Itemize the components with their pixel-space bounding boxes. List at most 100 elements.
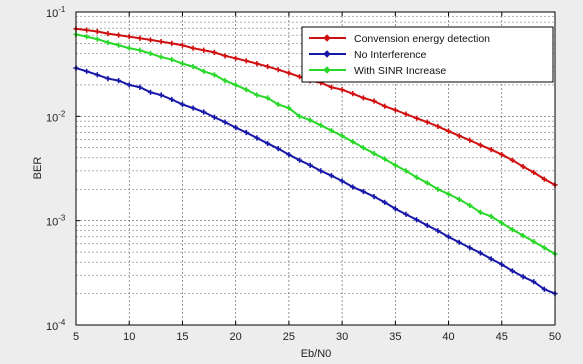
data-point [84, 68, 90, 74]
data-point [169, 40, 175, 47]
x-tick-label: 10 [123, 331, 135, 343]
data-point [243, 87, 249, 93]
data-point [424, 119, 430, 125]
data-point [115, 42, 122, 48]
x-tick-labels: 5 10 15 20 25 30 35 40 45 50 [73, 12, 561, 343]
x-tick-label: 20 [230, 331, 242, 343]
series-layer [73, 26, 558, 297]
data-point [265, 95, 271, 101]
data-point [424, 180, 430, 186]
data-point [254, 135, 260, 141]
data-point [211, 49, 217, 55]
data-point [509, 157, 516, 163]
data-point [488, 256, 494, 262]
data-point [477, 142, 484, 148]
data-point [307, 162, 313, 168]
y-tick-label: 10-2 [46, 109, 66, 124]
data-point [105, 75, 111, 82]
data-point [541, 286, 547, 292]
data-point [445, 128, 452, 134]
data-point [84, 27, 90, 33]
data-point [371, 150, 377, 157]
data-point [350, 91, 356, 97]
data-point [286, 151, 292, 158]
data-point [275, 146, 281, 152]
data-point [467, 137, 473, 143]
data-point [328, 84, 335, 90]
data-point [520, 232, 526, 239]
data-point [520, 274, 526, 280]
data-point [147, 50, 154, 57]
legend: Convension energy detection No Interferen… [301, 26, 554, 83]
data-point [190, 45, 196, 51]
y-tick-label: 10-3 [46, 214, 66, 229]
data-point [190, 63, 196, 70]
data-point [243, 58, 249, 64]
data-point [211, 114, 217, 120]
data-point [360, 188, 366, 195]
data-point [179, 61, 186, 67]
x-tick-label: 30 [336, 331, 348, 343]
data-point [456, 239, 462, 245]
data-point [296, 74, 303, 80]
data-point [456, 196, 462, 202]
data-point [126, 34, 132, 40]
data-point [414, 174, 420, 180]
data-point [126, 82, 132, 88]
data-point [286, 105, 292, 111]
data-point [254, 61, 260, 67]
data-point [499, 261, 505, 268]
data-point [275, 67, 281, 73]
data-point [190, 105, 196, 111]
data-point [541, 245, 547, 251]
data-point [371, 194, 377, 200]
data-point [382, 103, 388, 109]
data-point [520, 163, 526, 170]
data-point [360, 95, 366, 101]
data-point [115, 32, 122, 38]
data-point [94, 28, 100, 35]
x-axis-label: Eb/N0 [301, 348, 332, 360]
legend-marker [323, 50, 331, 58]
data-point [350, 184, 356, 190]
y-tick-labels: 10-4 10-3 10-2 10-1 [46, 5, 80, 333]
data-point [296, 157, 303, 163]
data-point [382, 156, 388, 162]
data-point [243, 129, 249, 136]
data-point [233, 124, 239, 131]
data-point [424, 222, 430, 229]
data-point [392, 107, 398, 113]
x-tick-label: 25 [283, 331, 295, 343]
data-point [531, 169, 537, 176]
data-point [115, 78, 122, 84]
series-3 [73, 31, 558, 257]
data-point [158, 39, 164, 45]
data-point [318, 168, 324, 174]
data-point [147, 89, 154, 95]
data-point [286, 70, 292, 76]
data-point [477, 250, 484, 256]
data-point [531, 279, 537, 285]
data-point [233, 55, 239, 61]
data-point [403, 111, 409, 117]
data-point [105, 31, 111, 37]
y-axis-label: BER [32, 157, 44, 180]
data-point [339, 87, 345, 93]
x-tick-label: 45 [496, 331, 508, 343]
data-point [382, 199, 388, 205]
data-point [531, 239, 537, 245]
data-point [445, 191, 452, 197]
data-point [137, 35, 143, 41]
data-point [94, 72, 100, 78]
data-point [509, 227, 516, 233]
data-point [179, 42, 186, 48]
data-point [456, 133, 462, 139]
x-tick-label: 5 [73, 331, 79, 343]
y-tick-label: 10-1 [46, 5, 66, 20]
data-point [414, 115, 420, 121]
data-point [435, 186, 441, 192]
data-point [137, 47, 143, 53]
data-point [275, 101, 281, 108]
x-tick-label: 40 [442, 331, 454, 343]
